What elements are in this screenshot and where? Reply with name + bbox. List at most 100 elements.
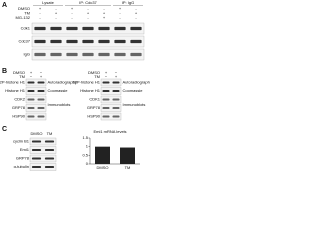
sign: + bbox=[103, 15, 106, 20]
band bbox=[50, 52, 62, 57]
sign: − bbox=[40, 70, 43, 75]
blot bbox=[29, 163, 57, 171]
sign: + bbox=[30, 70, 33, 75]
sign: − bbox=[30, 74, 33, 79]
blot bbox=[100, 87, 122, 95]
band bbox=[37, 98, 45, 101]
figure: A B C Emi1 mRNA levels Lysate IP: Cdc37 IP… bbox=[0, 0, 151, 171]
blot bbox=[29, 146, 57, 154]
panel-label: C bbox=[2, 126, 7, 133]
band bbox=[82, 39, 94, 44]
band bbox=[66, 26, 78, 31]
bar bbox=[95, 146, 110, 164]
band bbox=[82, 52, 94, 57]
row-label: DMSO bbox=[18, 6, 30, 11]
band bbox=[130, 26, 142, 31]
column-label: TM bbox=[47, 131, 53, 136]
band bbox=[44, 140, 55, 143]
blot bbox=[100, 104, 122, 112]
band bbox=[37, 106, 45, 110]
band bbox=[31, 140, 42, 143]
blot bbox=[29, 154, 57, 163]
band bbox=[44, 148, 55, 152]
blot-label: Histone H1 bbox=[5, 88, 26, 93]
sign: - bbox=[39, 11, 41, 16]
band bbox=[37, 89, 45, 93]
band bbox=[102, 89, 110, 93]
sign: - bbox=[55, 6, 57, 11]
row-label: DMSO bbox=[88, 70, 100, 75]
band bbox=[114, 39, 126, 44]
sign: - bbox=[55, 15, 57, 20]
y-tick-label: 1.5 bbox=[82, 135, 88, 140]
band bbox=[114, 26, 126, 31]
band bbox=[66, 52, 78, 57]
sign: + bbox=[119, 6, 122, 11]
blot bbox=[25, 78, 47, 87]
blot bbox=[25, 95, 47, 104]
sign: - bbox=[71, 11, 73, 16]
method-label: Immunoblots bbox=[123, 102, 146, 107]
method-label: Coomassie bbox=[48, 88, 69, 93]
panel-label: B bbox=[2, 68, 7, 75]
y-tick-label: 0 bbox=[86, 161, 89, 166]
blot-label: IgG bbox=[24, 52, 30, 57]
blot bbox=[25, 104, 47, 112]
page: A B C Emi1 mRNA levels Lysate IP: Cdc37 IP… bbox=[0, 0, 151, 171]
column-label: DMSO bbox=[31, 131, 43, 136]
band bbox=[44, 157, 55, 160]
sign: + bbox=[87, 11, 90, 16]
blot bbox=[100, 112, 122, 121]
sign: + bbox=[71, 6, 74, 11]
band bbox=[130, 39, 142, 44]
sign: - bbox=[135, 15, 137, 20]
band bbox=[112, 115, 120, 118]
band bbox=[112, 98, 120, 101]
group-label: Lysate bbox=[42, 0, 54, 5]
band bbox=[112, 106, 120, 110]
sign: + bbox=[105, 70, 108, 75]
band bbox=[98, 52, 110, 57]
blot-label: GRP78 bbox=[16, 156, 30, 161]
band bbox=[27, 89, 35, 93]
panel-label: A bbox=[2, 2, 7, 9]
blot-label: GRP78 bbox=[87, 105, 101, 110]
y-tick-label: 1 bbox=[86, 144, 89, 149]
blot-label: cyclin B1 bbox=[13, 139, 30, 144]
chart-title: Emi1 mRNA levels bbox=[93, 129, 126, 134]
blot-label: HSP90 bbox=[87, 114, 100, 119]
row-label: DMSO bbox=[13, 70, 25, 75]
sign: - bbox=[87, 6, 89, 11]
row-label: TM bbox=[19, 74, 25, 79]
band bbox=[102, 98, 110, 101]
blot-label: Cdk1 bbox=[21, 26, 31, 31]
row-label: TM bbox=[24, 11, 30, 16]
method-label: Autoradiography bbox=[123, 80, 151, 85]
sign: - bbox=[119, 11, 121, 16]
method-label: Autoradiography bbox=[48, 80, 77, 85]
sign: − bbox=[105, 74, 108, 79]
band bbox=[27, 115, 35, 118]
band bbox=[34, 39, 46, 44]
blot bbox=[100, 78, 122, 87]
row-label: TM bbox=[94, 74, 100, 79]
sign: - bbox=[119, 15, 121, 20]
sign: + bbox=[135, 11, 138, 16]
band bbox=[27, 106, 35, 110]
blot-label: GRP78 bbox=[12, 105, 26, 110]
bar bbox=[120, 147, 135, 164]
blot-label: Cdc37 bbox=[18, 39, 30, 44]
blot-label: 32P-histone H1 bbox=[72, 80, 100, 85]
sign: + bbox=[55, 11, 58, 16]
blot-label: 32P-histone H1 bbox=[0, 80, 26, 85]
row-label: MG-132 bbox=[16, 15, 31, 20]
sign: + bbox=[39, 6, 42, 11]
band bbox=[37, 115, 45, 118]
blot-label: α-tubulin bbox=[14, 164, 29, 169]
band bbox=[27, 98, 35, 101]
band bbox=[31, 148, 42, 152]
blot bbox=[25, 87, 47, 95]
band bbox=[98, 39, 110, 44]
band bbox=[50, 26, 62, 31]
blot bbox=[25, 112, 47, 121]
